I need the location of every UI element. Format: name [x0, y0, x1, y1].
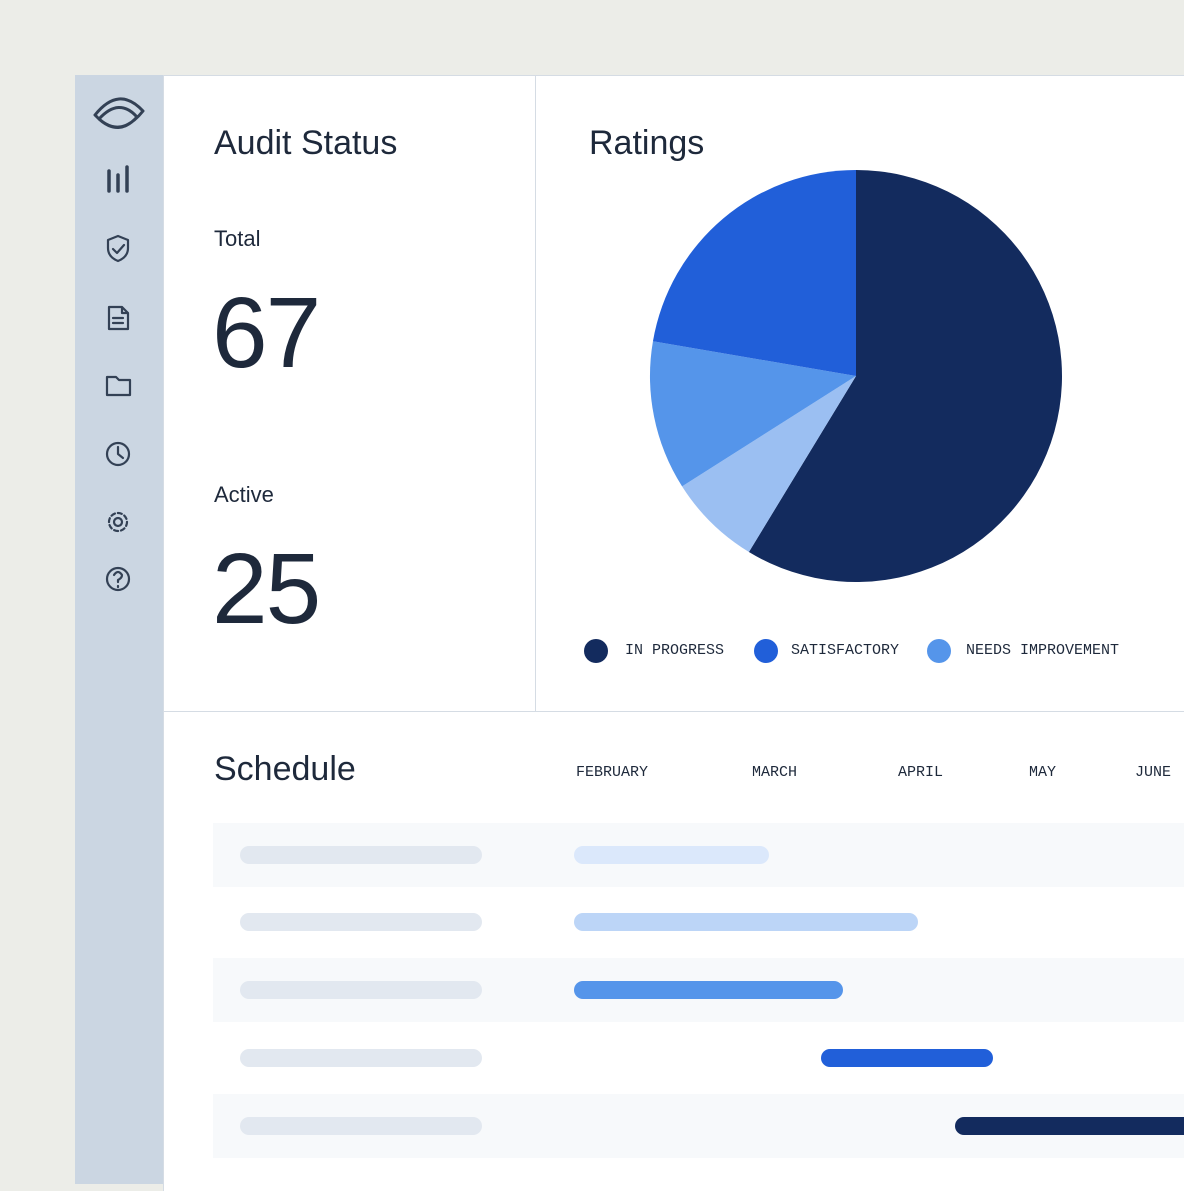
- card-title: Ratings: [589, 124, 705, 162]
- pie-slice: [652, 170, 856, 376]
- card-title: Audit Status: [214, 124, 398, 162]
- sidebar-icons: [93, 97, 145, 592]
- month-label: FEBRUARY: [576, 764, 649, 781]
- icon-document[interactable]: [107, 305, 130, 331]
- sidebar: [75, 75, 163, 1184]
- legend-label: SATISFACTORY: [791, 642, 900, 659]
- gantt-bar: [574, 846, 769, 864]
- pie-slice: [682, 376, 856, 552]
- icon-shield[interactable]: [106, 234, 130, 263]
- schedule-row[interactable]: [213, 1094, 1184, 1158]
- pie-chart: [584, 170, 1063, 663]
- schedule-row[interactable]: [213, 1026, 1184, 1090]
- icon-stats[interactable]: [107, 165, 129, 193]
- legend-label: NEEDS IMPROVEMENT: [966, 642, 1120, 659]
- legend-swatch: [754, 639, 778, 663]
- legend-label: IN PROGRESS: [625, 642, 725, 659]
- total-value: 67: [212, 277, 321, 389]
- audit-status-card: Audit Status Total 67 Active 25: [163, 75, 536, 712]
- gantt-bar: [574, 913, 918, 931]
- icon-help[interactable]: [105, 566, 131, 592]
- month-label: JUNE: [1135, 764, 1172, 781]
- schedule-row[interactable]: [213, 823, 1184, 887]
- legend-swatch: [927, 639, 951, 663]
- total-label: Total: [214, 226, 261, 251]
- month-label: MAY: [1029, 764, 1057, 781]
- gantt-bar: [955, 1117, 1184, 1135]
- logo: [93, 97, 145, 129]
- pie-slice: [748, 170, 1063, 582]
- active-value: 25: [212, 533, 321, 645]
- legend-swatch: [584, 639, 608, 663]
- active-label: Active: [214, 482, 274, 507]
- icon-folder[interactable]: [105, 375, 132, 397]
- month-label: APRIL: [898, 764, 944, 781]
- gantt-bar: [821, 1049, 993, 1067]
- pie-slice: [650, 341, 856, 487]
- schedule-row[interactable]: [213, 890, 1184, 954]
- card-title: Schedule: [214, 750, 356, 788]
- month-label: MARCH: [752, 764, 798, 781]
- icon-settings[interactable]: [112, 516, 124, 528]
- schedule-row[interactable]: [213, 958, 1184, 1022]
- icon-clock[interactable]: [105, 441, 131, 467]
- gantt-bar: [574, 981, 843, 999]
